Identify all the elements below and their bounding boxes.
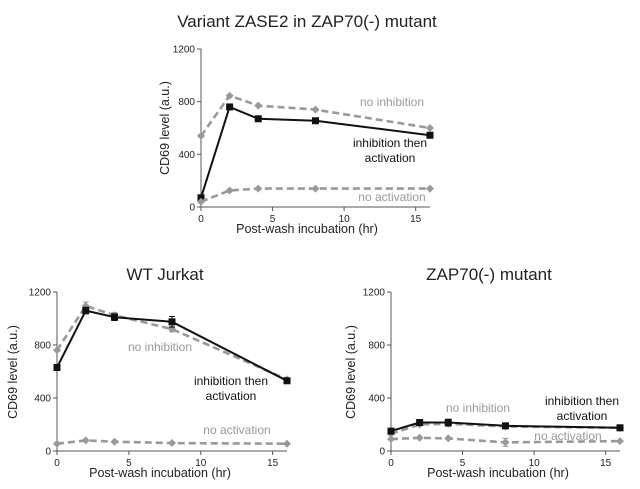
y-tick-label: 0 bbox=[189, 203, 195, 214]
data-point-no-activation bbox=[197, 197, 205, 206]
y-tick-label: 0 bbox=[45, 447, 51, 458]
y-tick-label: 1200 bbox=[363, 288, 386, 299]
chart-panel-variant-zase2: Variant ZASE2 in ZAP70(-) mutant Post-wa… bbox=[158, 12, 437, 236]
series-label-inhibition-then-activation-box: inhibition then activation bbox=[352, 136, 428, 165]
data-point-inhibition-then-activation bbox=[82, 307, 90, 315]
plot-area: 0 400 800 1200 0 5 10 15 bbox=[173, 45, 434, 225]
x-tick-label: 10 bbox=[195, 458, 207, 469]
y-axis-label: CD69 level (a.u.) bbox=[6, 325, 20, 419]
data-point-no-activation bbox=[110, 437, 119, 446]
data-point-inhibition-then-activation bbox=[416, 419, 424, 427]
data-point-no-activation bbox=[254, 184, 263, 193]
data-point-no-inhibition bbox=[254, 101, 263, 110]
data-point-inhibition-then-activation bbox=[53, 364, 61, 372]
data-point-no-activation bbox=[53, 439, 61, 448]
y-tick-label: 800 bbox=[34, 341, 51, 352]
series-label-no-activation: no activation bbox=[203, 423, 270, 437]
data-point-inhibition-then-activation bbox=[387, 427, 395, 435]
x-tick-label: 15 bbox=[267, 458, 279, 469]
chart-title: ZAP70(-) mutant bbox=[426, 265, 552, 284]
data-point-no-activation bbox=[225, 186, 234, 195]
y-tick-label: 1200 bbox=[173, 45, 196, 56]
data-point-no-activation bbox=[168, 439, 176, 448]
data-point-inhibition-then-activation bbox=[283, 377, 291, 385]
x-tick-label: 15 bbox=[410, 214, 422, 225]
series-label-inhibition-then-activation: inhibition then activation bbox=[193, 374, 269, 403]
series-label-inhibition-then-activation: inhibition then activation bbox=[544, 394, 620, 423]
data-point-inhibition-then-activation bbox=[444, 419, 452, 427]
data-point-inhibition-then-activation bbox=[254, 115, 262, 123]
x-tick-label: 0 bbox=[54, 458, 60, 469]
data-point-inhibition-then-activation bbox=[168, 318, 176, 326]
plot-area: 0 400 800 1200 0 5 10 15 bbox=[29, 288, 291, 469]
data-point-no-activation bbox=[81, 436, 90, 445]
data-point-inhibition-then-activation bbox=[312, 117, 319, 125]
x-tick-label: 0 bbox=[198, 214, 204, 225]
data-point-no-inhibition bbox=[197, 131, 205, 140]
plot-area: 0 400 800 1200 0 5 10 15 bbox=[363, 288, 624, 469]
data-point-no-activation bbox=[444, 434, 453, 443]
y-tick-label: 1200 bbox=[29, 288, 52, 299]
series-label-no-activation: no activation bbox=[358, 190, 425, 204]
data-point-no-activation bbox=[283, 439, 291, 448]
data-point-no-activation bbox=[426, 184, 434, 193]
data-point-no-activation bbox=[501, 438, 510, 447]
series-label-inhibition-then-activation: inhibition then activation bbox=[352, 136, 428, 165]
x-tick-label: 5 bbox=[270, 214, 276, 225]
data-point-no-activation bbox=[616, 437, 624, 446]
x-tick-label: 15 bbox=[600, 458, 612, 469]
x-tick-label: 5 bbox=[460, 458, 466, 469]
x-tick-label: 5 bbox=[126, 458, 132, 469]
x-tick-label: 10 bbox=[339, 214, 351, 225]
data-point-no-activation bbox=[415, 433, 424, 442]
chart-panel-wt-jurkat: WT Jurkat Post-wash incubation (hr) CD69… bbox=[6, 265, 291, 480]
y-tick-label: 400 bbox=[178, 150, 195, 161]
y-axis-label: CD69 level (a.u.) bbox=[344, 325, 358, 419]
data-point-no-activation bbox=[387, 435, 395, 444]
series-label-no-inhibition: no inhibition bbox=[128, 340, 192, 354]
y-tick-label: 800 bbox=[368, 341, 385, 352]
data-point-no-activation bbox=[311, 184, 320, 193]
data-point-no-inhibition bbox=[426, 124, 434, 132]
y-tick-label: 0 bbox=[379, 447, 385, 458]
data-point-no-inhibition bbox=[53, 346, 61, 355]
data-point-inhibition-then-activation bbox=[111, 313, 118, 321]
data-point-inhibition-then-activation bbox=[426, 131, 434, 139]
data-point-no-inhibition bbox=[311, 105, 320, 114]
series-label-no-inhibition: no inhibition bbox=[360, 95, 424, 109]
chart-title: Variant ZASE2 in ZAP70(-) mutant bbox=[177, 12, 437, 31]
x-tick-label: 0 bbox=[388, 458, 394, 469]
data-point-inhibition-then-activation bbox=[502, 422, 509, 430]
data-point-inhibition-then-activation bbox=[226, 103, 234, 111]
y-tick-label: 800 bbox=[178, 97, 195, 108]
x-axis-label: Post-wash incubation (hr) bbox=[427, 466, 569, 480]
series-label-no-inhibition: no inhibition bbox=[446, 401, 510, 415]
series-label-no-activation: no activation bbox=[534, 429, 601, 443]
chart-title: WT Jurkat bbox=[126, 265, 203, 284]
y-axis-label: CD69 level (a.u.) bbox=[158, 81, 172, 175]
x-axis-label: Post-wash incubation (hr) bbox=[89, 466, 231, 480]
series-label-inhibition-then-activation-box: inhibition then activation bbox=[544, 394, 620, 423]
chart-panel-zap70-mutant: ZAP70(-) mutant Post-wash incubation (hr… bbox=[344, 265, 624, 480]
series-label-inhibition-then-activation-box: inhibition then activation bbox=[193, 374, 269, 403]
x-tick-label: 10 bbox=[529, 458, 541, 469]
data-point-no-inhibition bbox=[225, 91, 234, 100]
data-point-inhibition-then-activation bbox=[616, 424, 624, 432]
y-tick-label: 400 bbox=[368, 394, 385, 405]
x-axis-label: Post-wash incubation (hr) bbox=[236, 222, 378, 236]
y-tick-label: 400 bbox=[34, 394, 51, 405]
